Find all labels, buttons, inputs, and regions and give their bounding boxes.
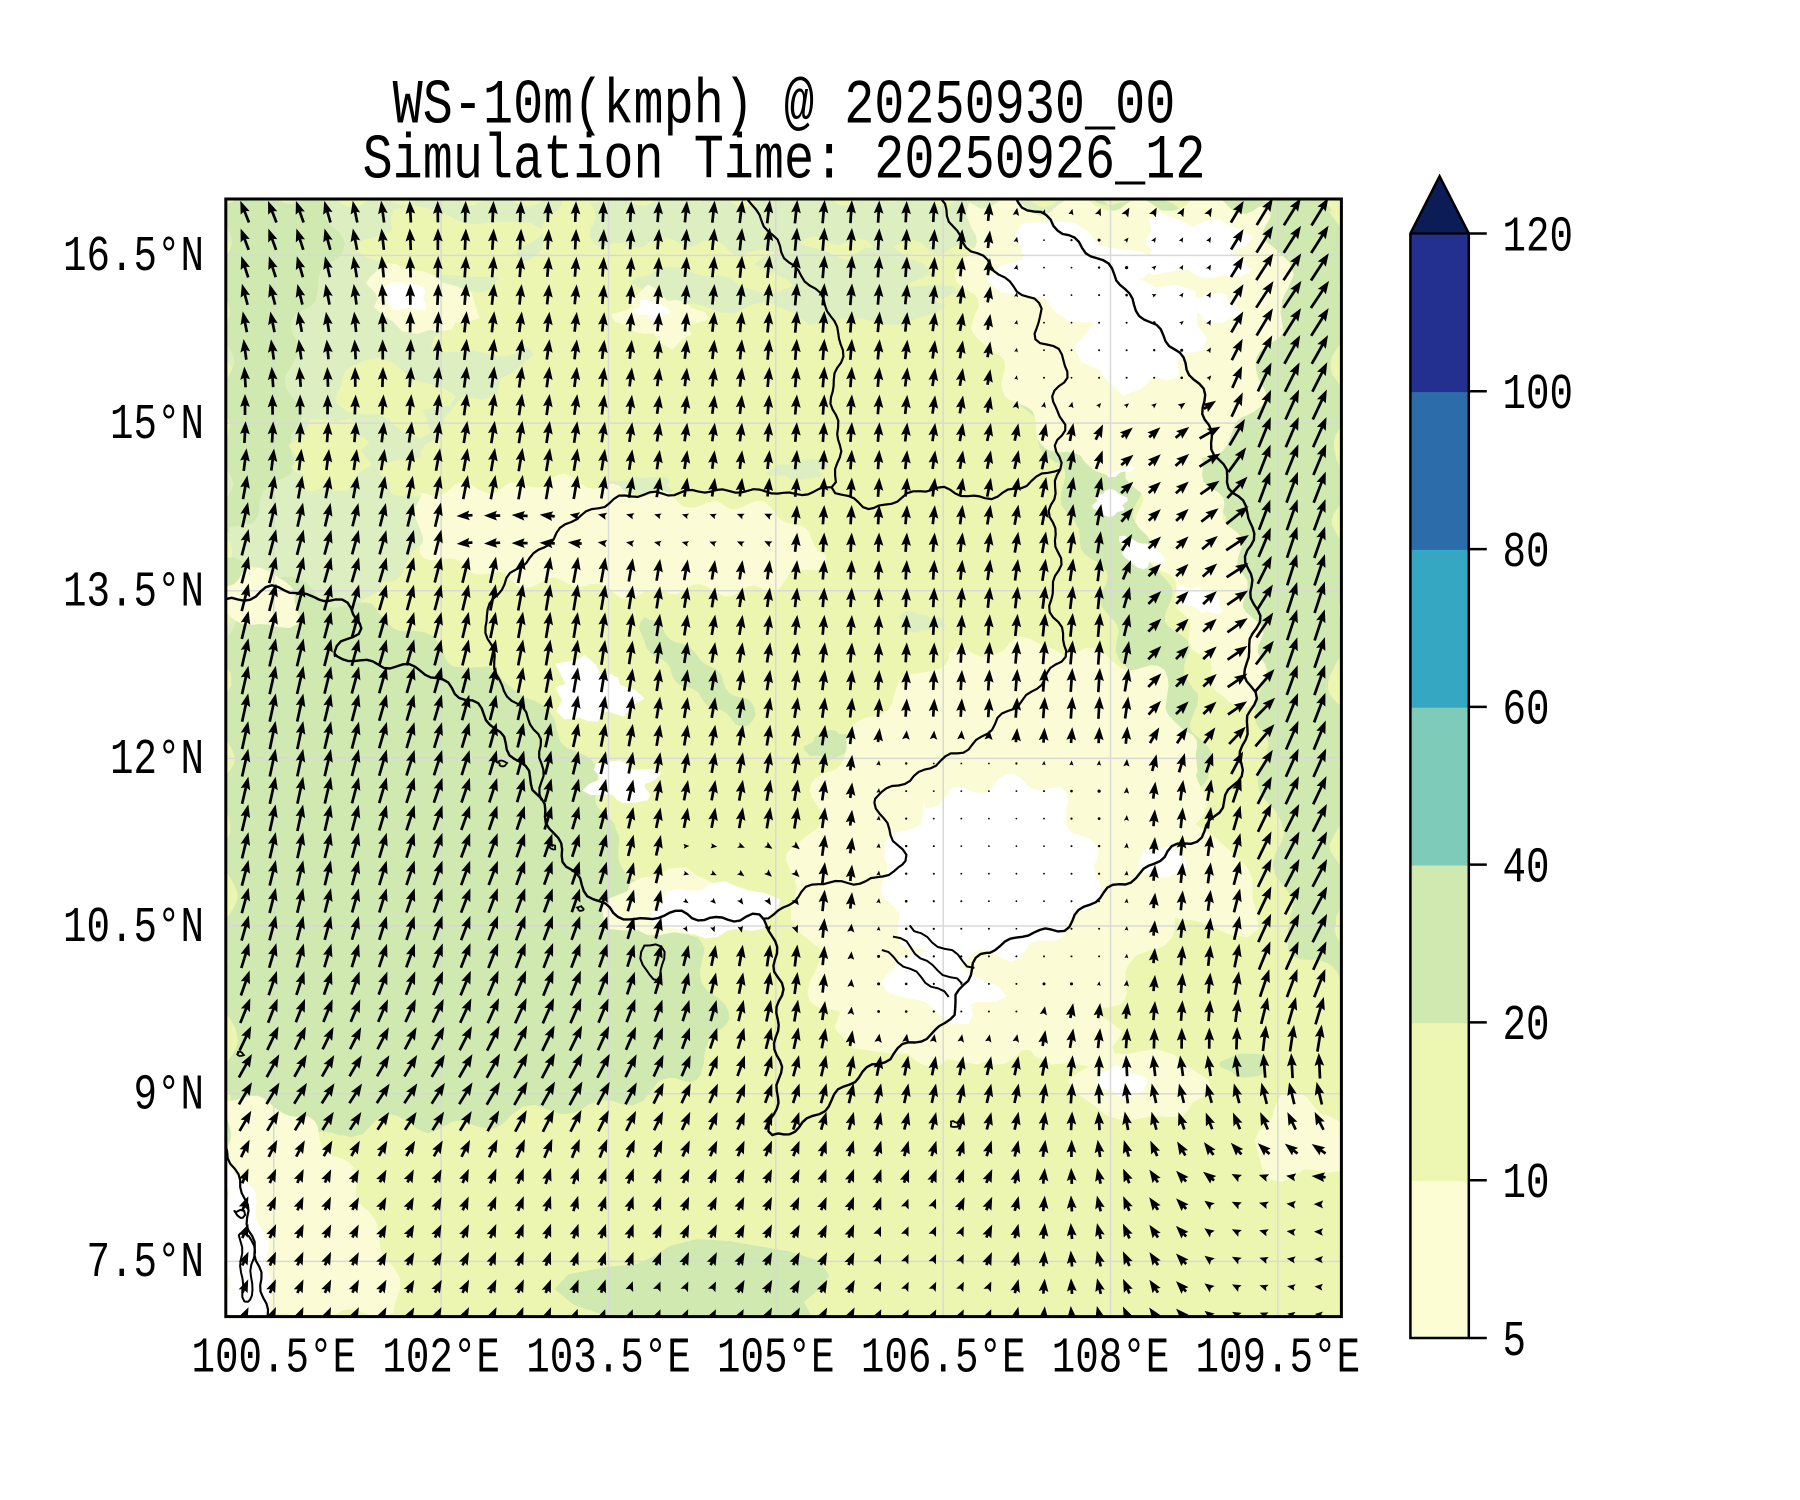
- svg-text:5: 5: [1503, 1315, 1527, 1370]
- svg-text:40: 40: [1503, 841, 1550, 896]
- svg-text:WS-10m(kmph) @ 20250930_00: WS-10m(kmph) @ 20250930_00: [393, 70, 1176, 142]
- svg-text:7.5°N: 7.5°N: [86, 1236, 204, 1291]
- svg-text:108°E: 108°E: [1052, 1332, 1170, 1387]
- svg-text:15°N: 15°N: [110, 398, 204, 453]
- svg-text:103.5°E: 103.5°E: [526, 1332, 691, 1387]
- svg-text:100: 100: [1503, 368, 1574, 423]
- svg-text:109.5°E: 109.5°E: [1196, 1332, 1361, 1387]
- svg-text:80: 80: [1503, 526, 1550, 581]
- svg-text:20: 20: [1503, 999, 1550, 1054]
- svg-text:9°N: 9°N: [133, 1069, 204, 1124]
- svg-text:16.5°N: 16.5°N: [63, 230, 204, 285]
- svg-text:60: 60: [1503, 684, 1550, 739]
- svg-text:106.5°E: 106.5°E: [861, 1332, 1026, 1387]
- svg-text:10: 10: [1503, 1157, 1550, 1212]
- svg-text:120: 120: [1503, 210, 1574, 265]
- svg-text:100.5°E: 100.5°E: [192, 1332, 357, 1387]
- svg-text:105°E: 105°E: [717, 1332, 835, 1387]
- svg-text:12°N: 12°N: [110, 733, 204, 788]
- svg-text:102°E: 102°E: [382, 1332, 500, 1387]
- svg-text:Simulation Time: 20250926_12: Simulation Time: 20250926_12: [363, 125, 1206, 197]
- svg-text:13.5°N: 13.5°N: [63, 566, 204, 621]
- svg-text:10.5°N: 10.5°N: [63, 901, 204, 956]
